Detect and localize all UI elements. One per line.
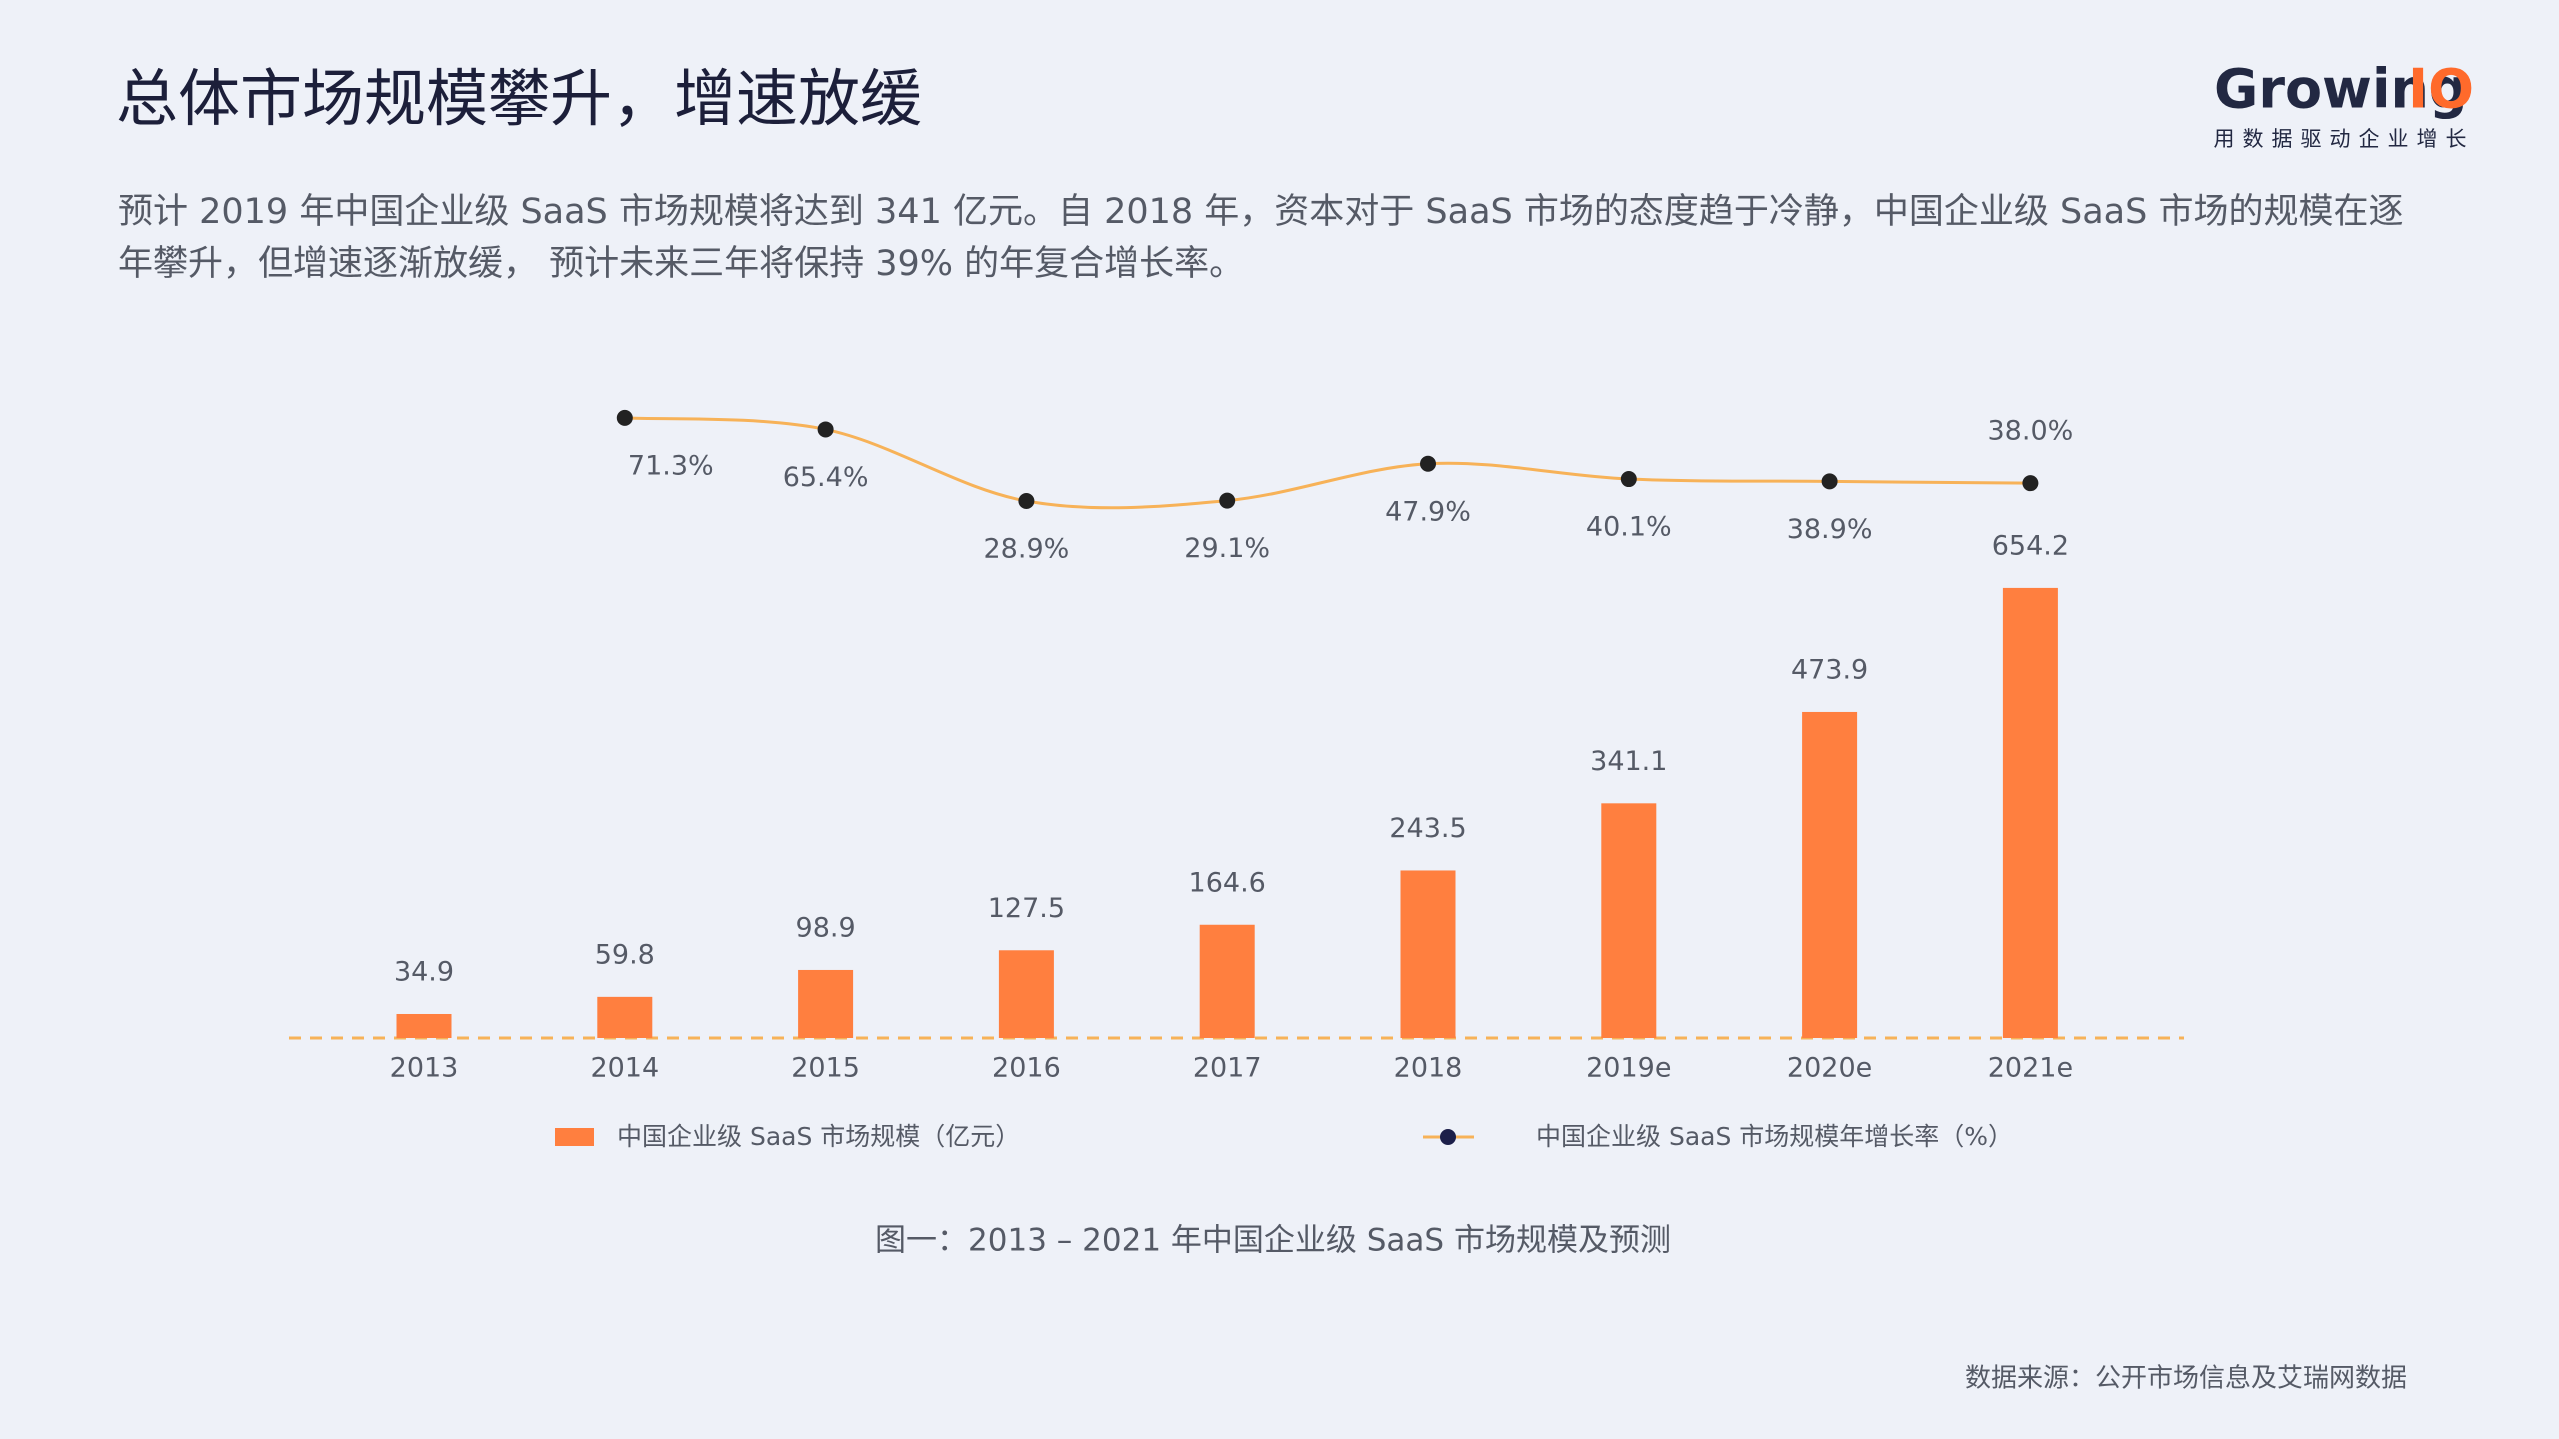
x-tick-label: 2020e [1787,1053,1872,1084]
growth-value-label: 29.1% [1184,533,1270,564]
x-tick-label: 2018 [1394,1053,1463,1084]
x-tick-label: 2013 [390,1053,459,1084]
caption: 图一：2013 – 2021 年中国企业级 SaaS 市场规模及预测 [875,1223,1671,1259]
bar [1400,870,1456,1038]
bar [1199,924,1255,1038]
logo-accent: IO [2408,58,2474,121]
bar-value-label: 59.8 [595,939,655,970]
growth-point [1620,471,1637,488]
growth-value-label: 38.0% [1988,416,2074,447]
x-tick-label: 2015 [791,1053,860,1084]
bar [1601,803,1657,1038]
growth-point [616,409,633,426]
source: 数据来源：公开市场信息及艾瑞网数据 [1965,1364,2407,1394]
bar [998,950,1054,1038]
growth-value-label: 71.3% [628,450,714,481]
growth-point [1219,492,1236,509]
bar [1802,711,1858,1038]
bar-value-label: 341.1 [1590,746,1667,777]
bar-value-label: 164.6 [1189,867,1266,898]
bar [597,996,653,1038]
x-tick-label: 2016 [992,1053,1061,1084]
growth-value-label: 40.1% [1586,512,1672,543]
growth-point [817,421,834,438]
bar [396,1013,452,1038]
legend-label: 中国企业级 SaaS 市场规模（亿元） [617,1122,1020,1151]
growth-point [1420,455,1436,472]
page-title: 总体市场规模攀升，增速放缓 [116,62,922,135]
legend-dot [1440,1129,1456,1145]
growth-value-label: 38.9% [1787,514,1873,545]
bar [798,969,854,1038]
bar-value-label: 243.5 [1389,813,1466,844]
bar-value-label: 34.9 [394,956,454,987]
bar [2002,587,2058,1038]
growth-value-label: 28.9% [984,534,1070,565]
growth-value-label: 47.9% [1385,496,1471,527]
growth-value-label: 65.4% [783,462,869,493]
x-tick-label: 2021e [1988,1053,2073,1084]
x-tick-label: 2014 [590,1053,659,1084]
x-tick-label: 2019e [1586,1053,1671,1084]
bar-value-label: 98.9 [796,912,856,943]
description: 预计 2019 年中国企业级 SaaS 市场规模将达到 341 亿元。自 201… [118,192,2404,284]
x-tick-label: 2017 [1193,1053,1262,1084]
growth-line [624,416,2031,510]
growth-point [1018,493,1035,509]
growth-point [2022,475,2039,492]
bar-value-label: 127.5 [988,893,1065,924]
bar-value-label: 473.9 [1791,654,1868,685]
growth-point [1821,473,1838,490]
logo-tagline: 用数据驱动企业增长 [2214,127,2475,151]
bar-value-label: 654.2 [1992,530,2069,561]
legend-label: 中国企业级 SaaS 市场规模年增长率（%） [1536,1122,2013,1151]
legend-swatch [555,1128,594,1146]
logo-main: Growing [2214,58,2468,121]
